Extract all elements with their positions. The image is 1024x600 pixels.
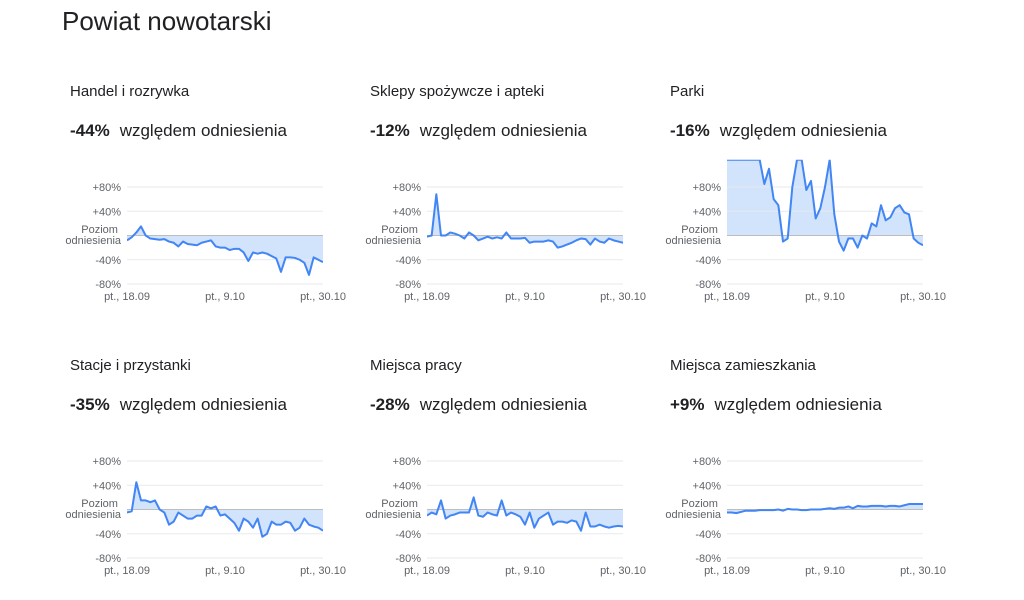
x-tick-label: pt., 30.10 <box>600 565 646 577</box>
x-tick-label: pt., 9.10 <box>505 291 545 303</box>
y-tick-label: +80% <box>93 182 122 194</box>
headline-text: względem odniesienia <box>719 121 888 140</box>
x-tick-label: pt., 18.09 <box>104 291 150 303</box>
y-tick-label: +40% <box>693 480 722 492</box>
chart-title: Parki <box>670 83 704 100</box>
headline-text: względem odniesienia <box>119 121 288 140</box>
x-tick-label: pt., 9.10 <box>205 291 245 303</box>
chart-title: Sklepy spożywcze i apteki <box>370 83 544 100</box>
y-tick-label: -40% <box>695 529 721 541</box>
page-title: Powiat nowotarski <box>62 6 272 36</box>
x-tick-label: pt., 30.10 <box>900 291 946 303</box>
headline-value: -35% <box>70 395 110 414</box>
data-line <box>127 225 323 276</box>
y-tick-label: Poziom odniesienia <box>665 498 722 521</box>
data-line <box>427 496 623 532</box>
area-fill <box>727 159 923 251</box>
headline-text: względem odniesienia <box>714 395 883 414</box>
chart: Miejsca pracy -28% względem odniesienia +80… <box>365 357 646 577</box>
headline: -16% względem odniesienia <box>670 121 888 140</box>
x-tick-label: pt., 30.10 <box>300 565 346 577</box>
x-tick-label: pt., 30.10 <box>900 565 946 577</box>
headline-value: -44% <box>70 121 110 140</box>
y-tick-label: +80% <box>393 182 422 194</box>
y-tick-label: -40% <box>95 529 121 541</box>
y-tick-label: +80% <box>693 456 722 468</box>
y-tick-label: +80% <box>693 182 722 194</box>
y-tick-label: -40% <box>395 255 421 267</box>
y-tick-label: -80% <box>695 553 721 565</box>
y-tick-label: Poziom odniesienia <box>65 224 122 247</box>
y-tick-label: +40% <box>93 480 122 492</box>
y-tick-label: -80% <box>95 553 121 565</box>
headline-value: -16% <box>670 121 710 140</box>
headline: -28% względem odniesienia <box>370 395 588 414</box>
y-tick-label: -40% <box>395 529 421 541</box>
y-tick-label: -40% <box>695 255 721 267</box>
data-line <box>427 193 623 249</box>
data-line <box>127 481 323 538</box>
y-tick-label: Poziom odniesienia <box>665 224 722 247</box>
chart-title: Miejsca pracy <box>370 357 462 374</box>
x-tick-label: pt., 9.10 <box>805 291 845 303</box>
chart-title: Stacje i przystanki <box>70 357 191 374</box>
x-tick-label: pt., 30.10 <box>300 291 346 303</box>
y-tick-label: Poziom odniesienia <box>65 498 122 521</box>
x-tick-label: pt., 18.09 <box>404 291 450 303</box>
x-tick-label: pt., 18.09 <box>704 565 750 577</box>
y-tick-label: +80% <box>93 456 122 468</box>
y-tick-label: Poziom odniesienia <box>365 498 422 521</box>
y-tick-label: -80% <box>395 279 421 291</box>
y-tick-label: Poziom odniesienia <box>365 224 422 247</box>
headline-value: -12% <box>370 121 410 140</box>
chart: Stacje i przystanki -35% względem odniesie… <box>65 357 346 577</box>
y-tick-label: -80% <box>95 279 121 291</box>
area-fill <box>127 226 323 275</box>
x-tick-label: pt., 18.09 <box>704 291 750 303</box>
x-tick-label: pt., 18.09 <box>404 565 450 577</box>
headline: -12% względem odniesienia <box>370 121 588 140</box>
y-tick-label: -40% <box>95 255 121 267</box>
x-tick-label: pt., 30.10 <box>600 291 646 303</box>
chart: Handel i rozrywka -44% względem odniesieni… <box>65 83 346 303</box>
x-tick-label: pt., 9.10 <box>205 565 245 577</box>
chart-title: Miejsca zamieszkania <box>670 357 817 374</box>
x-tick-label: pt., 9.10 <box>805 565 845 577</box>
chart: Parki -16% względem odniesienia +80% +40% Poz… <box>665 83 946 303</box>
x-tick-label: pt., 9.10 <box>505 565 545 577</box>
headline-text: względem odniesienia <box>419 121 588 140</box>
y-tick-label: +40% <box>93 206 122 218</box>
y-tick-label: +40% <box>693 206 722 218</box>
y-tick-label: +80% <box>393 456 422 468</box>
headline-text: względem odniesienia <box>419 395 588 414</box>
data-line <box>727 503 923 515</box>
chart-title: Handel i rozrywka <box>70 83 190 100</box>
headline-text: względem odniesienia <box>119 395 288 414</box>
y-tick-label: +40% <box>393 480 422 492</box>
headline-value: +9% <box>670 395 705 414</box>
chart: Miejsca zamieszkania +9% względem odniesie… <box>665 357 946 577</box>
headline: -44% względem odniesienia <box>70 121 288 140</box>
area-fill <box>427 497 623 531</box>
x-tick-label: pt., 18.09 <box>104 565 150 577</box>
headline: -35% względem odniesienia <box>70 395 288 414</box>
data-line <box>727 159 923 252</box>
y-tick-label: -80% <box>695 279 721 291</box>
y-tick-label: +40% <box>393 206 422 218</box>
chart: Sklepy spożywcze i apteki -12% względem od… <box>365 83 646 303</box>
headline: +9% względem odniesienia <box>670 395 882 414</box>
headline-value: -28% <box>370 395 410 414</box>
y-tick-label: -80% <box>395 553 421 565</box>
